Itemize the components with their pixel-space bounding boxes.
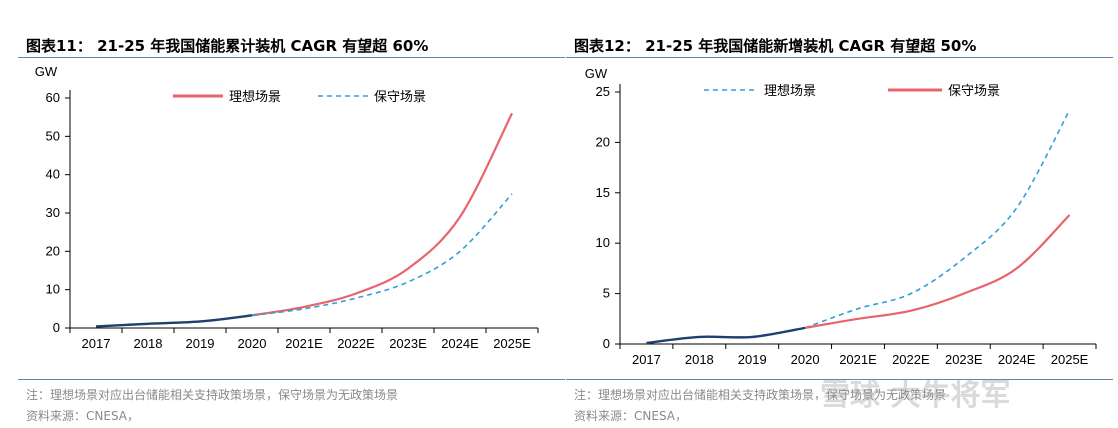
x-tick-label: 2017	[632, 352, 661, 367]
x-tick-label: 2024E	[441, 336, 479, 351]
historical-line	[95, 314, 253, 328]
x-tick-label: 2017	[82, 336, 111, 351]
y-unit-label: GW	[585, 66, 608, 81]
y-tick-label: 30	[46, 205, 60, 220]
y-tick-label: 20	[46, 243, 60, 258]
x-tick-label: 2021E	[839, 352, 877, 367]
y-tick-label: 50	[46, 128, 60, 143]
y-tick-label: 15	[596, 185, 610, 200]
historical-line	[646, 326, 806, 345]
series-line-conservative	[804, 214, 1071, 329]
x-tick-label: 2019	[738, 352, 767, 367]
chart-source: 资料来源：CNESA，	[574, 409, 687, 423]
x-tick-label: 2024E	[998, 352, 1036, 367]
x-tick-label: 2023E	[389, 336, 427, 351]
x-tick-label: 2020	[238, 336, 267, 351]
legend-label: 保守场景	[374, 90, 426, 105]
title-divider	[566, 57, 1113, 58]
x-tick-label: 2022E	[337, 336, 375, 351]
footer-divider	[566, 379, 1113, 380]
chart-panel-new-installs: 图表12： 21-25 年我国储能新增装机 CAGR 有望超 50% GW 0 5 1…	[566, 0, 1113, 428]
chart-source: 资料来源：CNESA，	[26, 409, 139, 423]
title-divider	[18, 57, 565, 58]
chart-title: 图表12： 21-25 年我国储能新增装机 CAGR 有望超 50%	[574, 37, 977, 55]
y-tick-label: 60	[46, 90, 60, 105]
legend-label: 理想场景	[764, 83, 816, 99]
x-tick-label: 2019	[186, 336, 215, 351]
new-installs-line-chart: GW 0 5 10 15 20 25 2017 2018 2019 2020 2021E 2022E 20…	[585, 66, 1097, 367]
series-line-ideal	[804, 109, 1071, 329]
legend-label: 保守场景	[948, 84, 1000, 99]
x-tick-label: 2025E	[1051, 352, 1089, 367]
footer-divider	[18, 379, 565, 380]
x-tick-label: 2018	[134, 336, 163, 351]
y-tick-label: 5	[603, 286, 610, 301]
chart-panel-cumulative: 图表11： 21-25 年我国储能累计装机 CAGR 有望超 60% GW 0 10…	[18, 0, 565, 428]
series-line-conservative	[251, 193, 513, 317]
y-tick-label: 0	[53, 320, 60, 335]
chart-note: 注：理想场景对应出台储能相关支持政策场景，保守场景为无政策场景	[26, 388, 399, 402]
legend-label: 理想场景	[229, 89, 281, 105]
x-tick-label: 2018	[685, 352, 714, 367]
cumulative-line-chart: GW 0 10 20 30 40 50 60 2017 2018 2019 2020 2021E 2022…	[35, 64, 539, 351]
x-tick-label: 2022E	[892, 352, 930, 367]
chart-title: 图表11： 21-25 年我国储能累计装机 CAGR 有望超 60%	[26, 37, 429, 55]
x-tick-label: 2025E	[493, 336, 531, 351]
y-tick-label: 25	[596, 84, 610, 99]
y-tick-label: 20	[596, 134, 610, 149]
x-tick-label: 2020	[791, 352, 820, 367]
y-tick-label: 10	[46, 282, 60, 297]
x-tick-label: 2023E	[945, 352, 983, 367]
y-tick-label: 10	[596, 235, 610, 250]
watermark: 雪球 大牛将军	[820, 378, 1011, 413]
x-tick-label: 2021E	[285, 336, 323, 351]
chart-note: 注：理想场景对应出台储能相关支持政策场景，保守场景为无政策场景	[574, 388, 947, 402]
y-unit-label: GW	[35, 64, 58, 79]
y-tick-label: 0	[603, 336, 610, 351]
series-line-ideal	[251, 112, 513, 317]
y-tick-label: 40	[46, 167, 60, 182]
